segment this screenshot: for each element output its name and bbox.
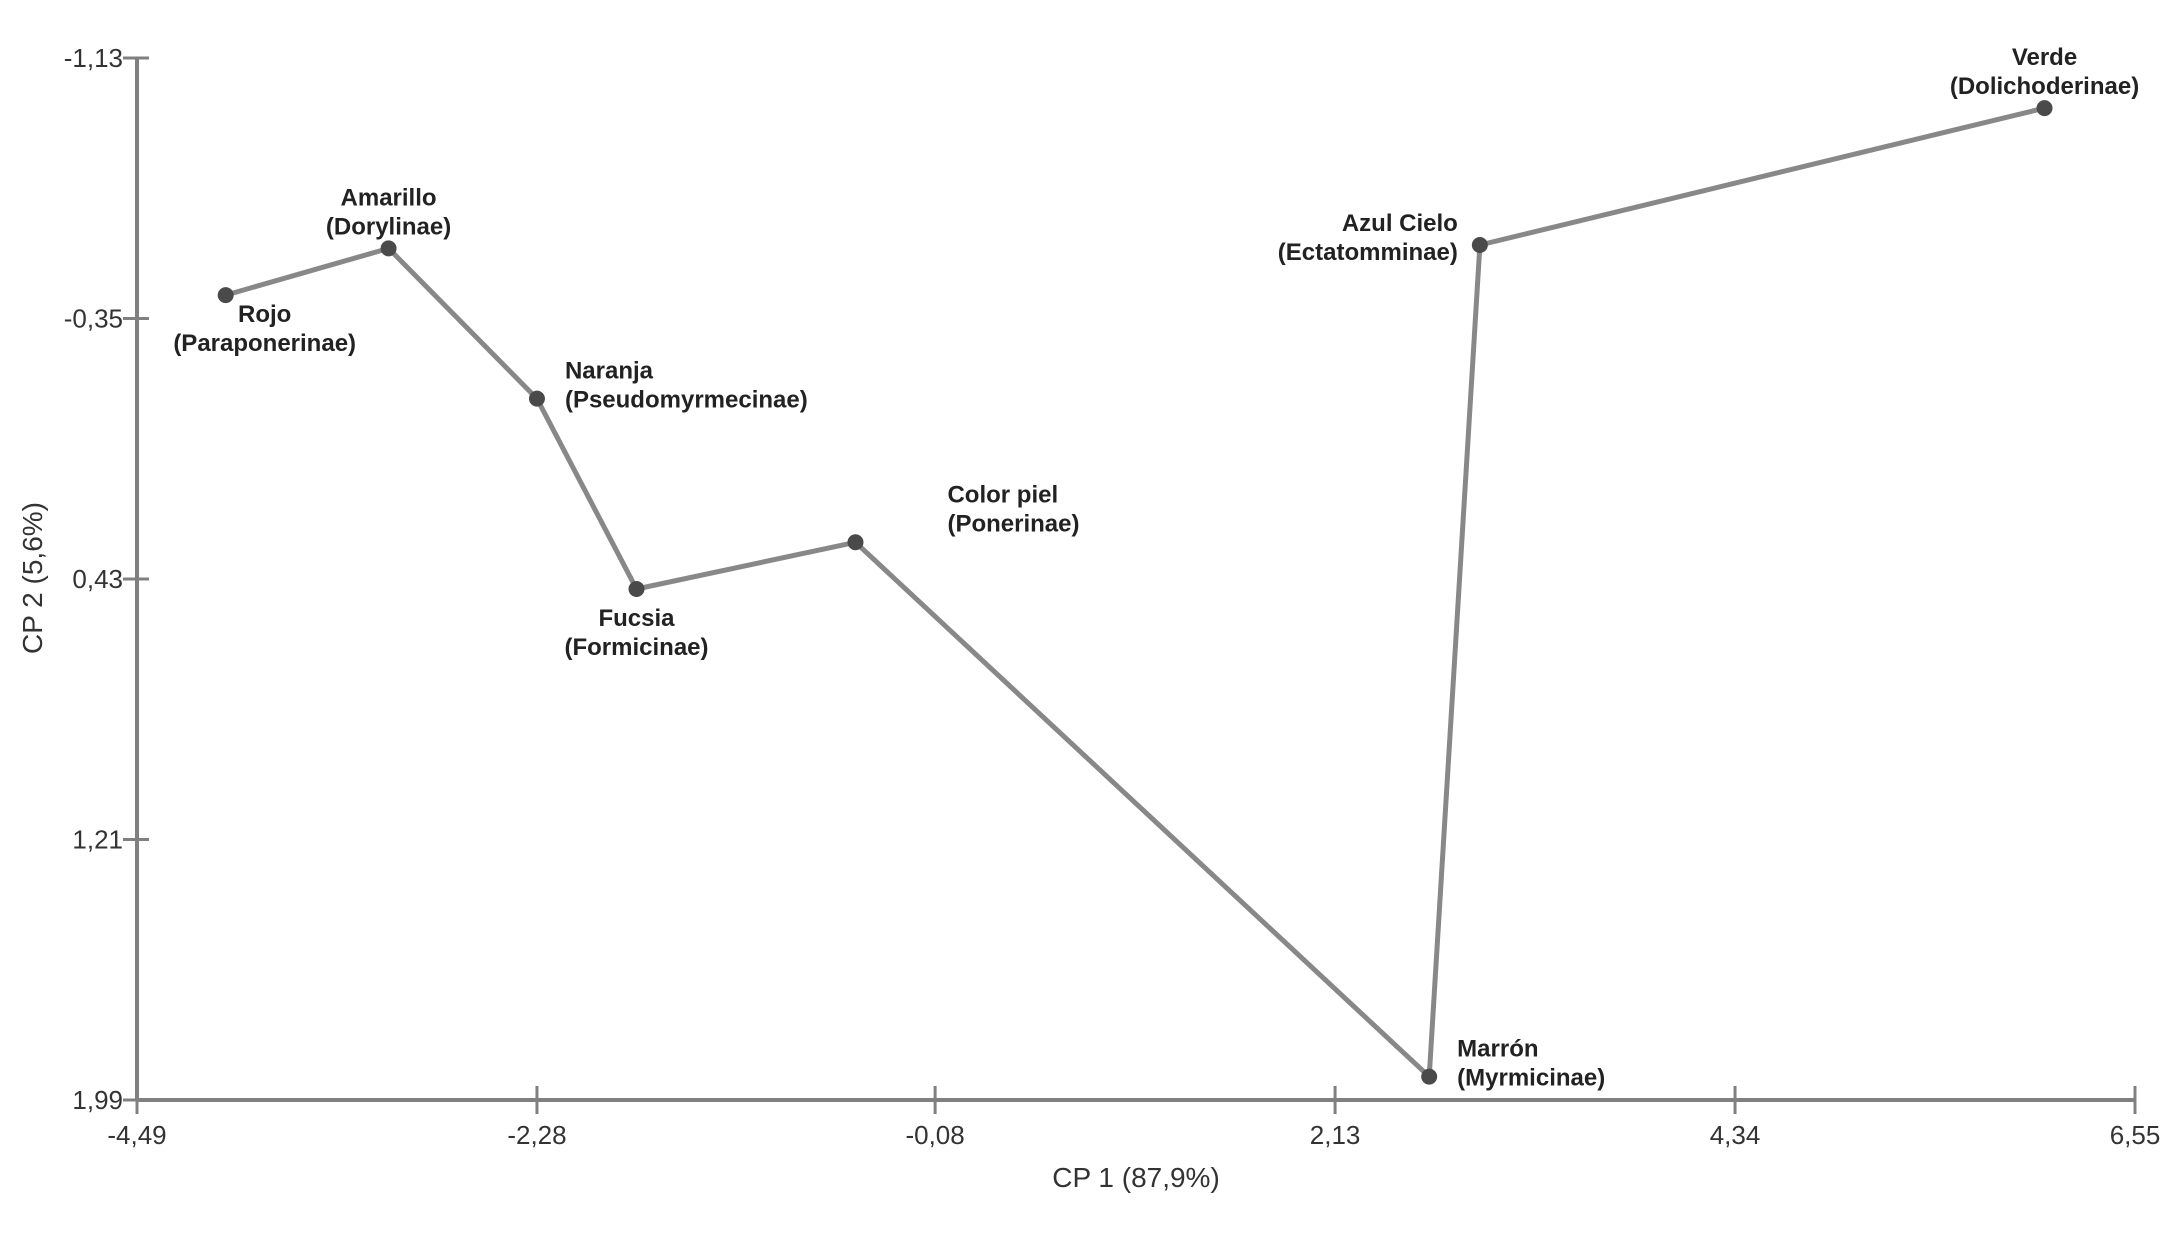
point-label-group: (Paraponerinae) bbox=[173, 330, 356, 357]
data-point bbox=[380, 240, 397, 257]
x-axis-title: CP 1 (87,9%) bbox=[1052, 1162, 1220, 1193]
axes: -1,13 -0,35 0,43 1,21 1,99 -4,49 -2,28 -0,08 2,1… bbox=[64, 43, 2161, 1150]
point-label-name: Amarillo bbox=[341, 184, 437, 211]
x-tick-label: -4,49 bbox=[107, 1120, 166, 1150]
point-label-name: Azul Cielo bbox=[1342, 210, 1458, 237]
point-label-group: (Ponerinae) bbox=[947, 510, 1079, 537]
data-point bbox=[528, 390, 545, 407]
data-markers bbox=[217, 100, 2053, 1085]
point-label-name: Naranja bbox=[565, 358, 654, 385]
y-tick-label: 1,21 bbox=[72, 825, 123, 855]
point-label-group: (Ectatomminae) bbox=[1278, 239, 1458, 266]
point-label-name: Rojo bbox=[238, 301, 291, 328]
series-polyline bbox=[223, 105, 2047, 1080]
point-label-group: (Myrmicinae) bbox=[1457, 1065, 1605, 1092]
data-point bbox=[1421, 1068, 1438, 1085]
data-point bbox=[217, 287, 234, 304]
data-point bbox=[2036, 100, 2053, 117]
y-tick-label: 1,99 bbox=[72, 1085, 123, 1115]
x-tick-label: 6,55 bbox=[2110, 1120, 2161, 1150]
x-tick-label: 4,34 bbox=[1710, 1120, 1761, 1150]
point-label-name: Fucsia bbox=[598, 605, 675, 632]
point-label-name: Color piel bbox=[947, 481, 1058, 508]
y-axis-title: CP 2 (5,6%) bbox=[17, 502, 48, 654]
point-label-name: Verde bbox=[2012, 44, 2077, 71]
point-label-group: (Formicinae) bbox=[564, 634, 708, 661]
y-tick-label: -0,35 bbox=[64, 304, 123, 334]
x-tick-label: 2,13 bbox=[1310, 1120, 1361, 1150]
data-point bbox=[847, 534, 864, 551]
data-point bbox=[1471, 237, 1488, 254]
x-tick-label: -2,28 bbox=[507, 1120, 566, 1150]
series-line bbox=[223, 105, 2047, 1080]
data-point bbox=[628, 581, 645, 598]
point-label-group: (Dolichoderinae) bbox=[1950, 73, 2139, 100]
point-label-name: Marrón bbox=[1457, 1036, 1538, 1063]
point-labels: Rojo(Paraponerinae) Amarillo(Dorylinae) Na… bbox=[173, 44, 2139, 1092]
point-label-group: (Dorylinae) bbox=[326, 213, 451, 240]
point-label-group: (Pseudomyrmecinae) bbox=[565, 387, 808, 414]
y-tick-label: -1,13 bbox=[64, 43, 123, 73]
y-tick-label: 0,43 bbox=[72, 564, 123, 594]
x-tick-label: -0,08 bbox=[905, 1120, 964, 1150]
